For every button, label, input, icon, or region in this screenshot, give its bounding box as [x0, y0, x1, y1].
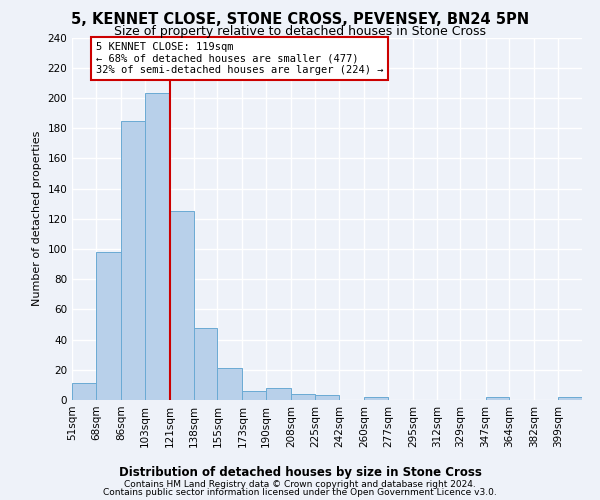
Text: Size of property relative to detached houses in Stone Cross: Size of property relative to detached ho… [114, 25, 486, 38]
Text: 5 KENNET CLOSE: 119sqm
← 68% of detached houses are smaller (477)
32% of semi-de: 5 KENNET CLOSE: 119sqm ← 68% of detached… [96, 42, 383, 75]
Text: Contains HM Land Registry data © Crown copyright and database right 2024.: Contains HM Land Registry data © Crown c… [124, 480, 476, 489]
Bar [145, 94, 170, 400]
Bar [558, 397, 582, 400]
Text: Contains public sector information licensed under the Open Government Licence v3: Contains public sector information licen… [103, 488, 497, 497]
Bar [364, 397, 388, 400]
Bar [485, 397, 509, 400]
Bar [121, 120, 145, 400]
Bar [292, 394, 315, 400]
Bar [266, 388, 292, 400]
Bar [96, 252, 121, 400]
Bar [217, 368, 242, 400]
Y-axis label: Number of detached properties: Number of detached properties [32, 131, 42, 306]
Bar [242, 391, 266, 400]
Bar [72, 384, 96, 400]
Bar [315, 396, 339, 400]
Text: 5, KENNET CLOSE, STONE CROSS, PEVENSEY, BN24 5PN: 5, KENNET CLOSE, STONE CROSS, PEVENSEY, … [71, 12, 529, 28]
Bar [194, 328, 217, 400]
Bar [170, 211, 194, 400]
Text: Distribution of detached houses by size in Stone Cross: Distribution of detached houses by size … [119, 466, 481, 479]
